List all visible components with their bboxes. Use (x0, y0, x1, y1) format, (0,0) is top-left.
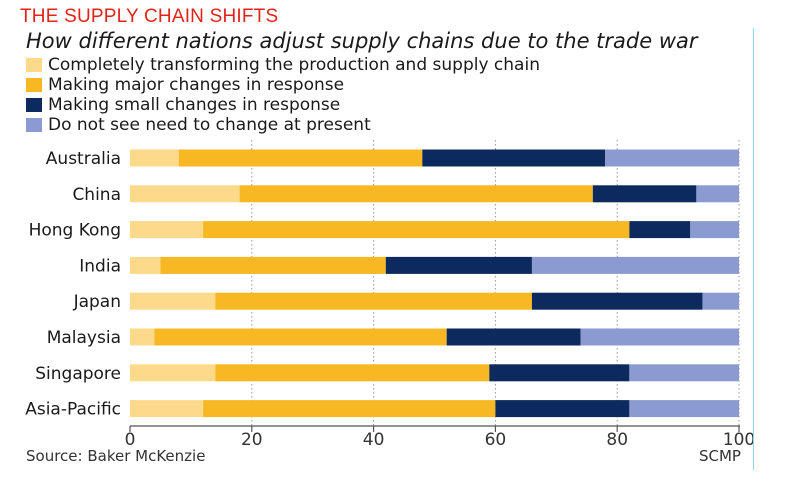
bar-segment (489, 364, 630, 382)
bar-segment (629, 221, 691, 239)
credit-note: SCMP (699, 447, 741, 465)
bar-segment (580, 328, 739, 346)
bar-segment (130, 185, 240, 203)
legend-swatch-completely (26, 58, 42, 72)
chart-legend: Completely transforming the production a… (26, 55, 540, 135)
bar-segment (203, 400, 496, 418)
legend-item-no-need: Do not see need to change at present (26, 115, 540, 135)
category-label: Japan (73, 292, 121, 312)
category-label: Malaysia (47, 328, 121, 348)
bar-segment (130, 400, 204, 418)
source-note: Source: Baker McKenzie (26, 447, 206, 465)
bar-segment (203, 221, 630, 239)
x-tick-label: 0 (125, 430, 136, 450)
bar-segment (130, 364, 216, 382)
legend-item-major: Making major changes in response (26, 75, 540, 95)
bar-segment (215, 292, 532, 310)
category-label: Hong Kong (29, 221, 121, 241)
bar-segment (154, 328, 447, 346)
chart-kicker: THE SUPPLY CHAIN SHIFTS (20, 6, 279, 27)
bar-segment (160, 256, 386, 274)
bar-segment (696, 185, 739, 203)
bar-segment (690, 221, 739, 239)
bar-segment (385, 256, 532, 274)
legend-swatch-small (26, 98, 42, 112)
x-tick-label: 40 (363, 430, 385, 450)
legend-item-completely: Completely transforming the production a… (26, 55, 540, 75)
x-tick-label: 20 (241, 430, 263, 450)
bar-segment (531, 292, 703, 310)
right-divider (753, 28, 754, 470)
legend-label-completely: Completely transforming the production a… (48, 55, 540, 75)
bar-segment (130, 328, 155, 346)
category-label: Asia-Pacific (25, 400, 121, 420)
bar-segment (130, 292, 216, 310)
category-label: Australia (46, 149, 121, 169)
bar-segment (531, 256, 739, 274)
bar-segment (178, 149, 423, 167)
bar-segment (592, 185, 697, 203)
x-tick-label: 60 (485, 430, 507, 450)
bar-segment (130, 149, 179, 167)
bar-segment (629, 364, 739, 382)
x-tick-label: 80 (606, 430, 628, 450)
legend-label-no-need: Do not see need to change at present (48, 115, 371, 135)
bar-segment (702, 292, 739, 310)
x-tick-label: 100 (723, 430, 755, 450)
category-label: India (79, 256, 121, 276)
legend-swatch-no-need (26, 118, 42, 132)
legend-swatch-major (26, 78, 42, 92)
category-label: China (72, 185, 121, 205)
chart-title: How different nations adjust supply chai… (26, 29, 698, 53)
bar-segment (495, 400, 630, 418)
bar-segment (130, 221, 204, 239)
bar-segment (239, 185, 593, 203)
bar-segment (215, 364, 490, 382)
legend-label-major: Making major changes in response (48, 75, 345, 95)
bar-segment (422, 149, 606, 167)
bar-segment (446, 328, 581, 346)
legend-label-small: Making small changes in response (48, 95, 341, 115)
bar-segment (605, 149, 739, 167)
legend-item-small: Making small changes in response (26, 95, 540, 115)
bar-segment (629, 400, 739, 418)
category-label: Singapore (35, 364, 121, 384)
bar-segment (130, 256, 161, 274)
